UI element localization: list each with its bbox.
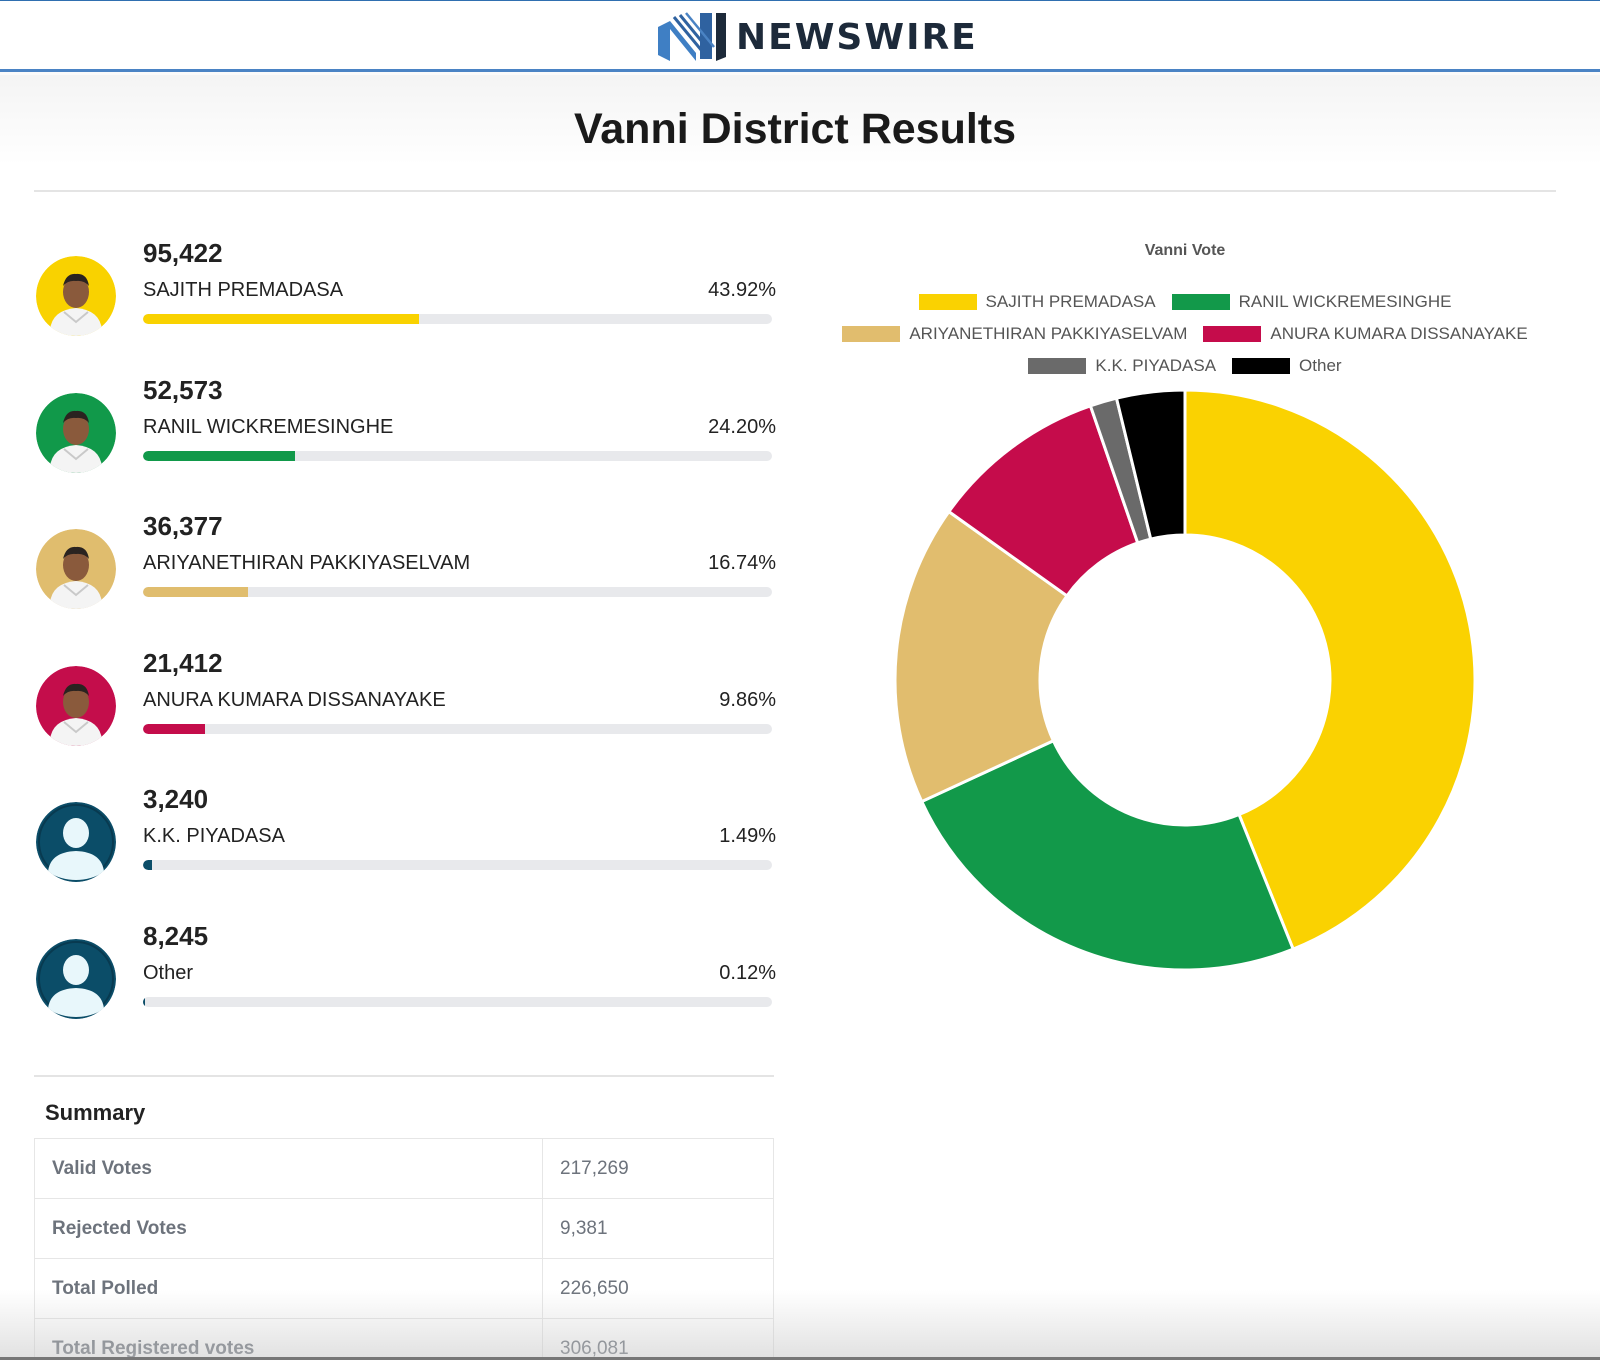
candidate-row: 8,245 Other 0.12% <box>36 921 776 1041</box>
window-bottom-edge <box>0 1357 1600 1360</box>
legend-label: SAJITH PREMADASA <box>985 292 1156 311</box>
legend-row: K.K. PIYADASA Other <box>800 350 1570 382</box>
donut-slice[interactable] <box>1114 388 1187 541</box>
candidate-avatar <box>36 529 116 609</box>
summary-row: Total Registered votes 306,081 <box>34 1318 774 1360</box>
summary-title: Summary <box>45 1100 146 1125</box>
candidate-row: 21,412 ANURA KUMARA DISSANAYAKE 9.86% <box>36 648 776 768</box>
legend-swatch <box>1028 358 1087 374</box>
legend-label: RANIL WICKREMESINGHE <box>1238 292 1452 311</box>
vote-share-bar <box>143 997 772 1007</box>
candidate-percentage: 16.74% <box>708 552 776 574</box>
candidate-name: SAJITH PREMADASA <box>143 279 344 301</box>
vote-share-bar <box>143 724 772 734</box>
user-placeholder-icon <box>36 939 116 1019</box>
legend-item[interactable]: ARIYANETHIRAN PAKKIYASELVAM <box>842 324 1187 344</box>
donut-chart <box>893 388 1477 972</box>
legend-row: SAJITH PREMADASA RANIL WICKREMESINGHE <box>800 286 1570 318</box>
vote-share-bar <box>143 587 772 597</box>
summary-label: Valid Votes <box>34 1138 543 1199</box>
candidate-row: 52,573 RANIL WICKREMESINGHE 24.20% <box>36 375 776 495</box>
candidate-percentage: 0.12% <box>719 962 776 984</box>
donut-slice[interactable] <box>1183 388 1477 952</box>
brand-name: NEWSWIRE <box>736 16 978 58</box>
vote-share-bar <box>143 451 772 461</box>
legend-item[interactable]: Other <box>1232 356 1342 376</box>
legend-label: ARIYANETHIRAN PAKKIYASELVAM <box>909 324 1188 343</box>
legend-item[interactable]: RANIL WICKREMESINGHE <box>1171 292 1452 312</box>
candidate-photo-icon <box>36 256 116 336</box>
candidate-votes: 52,573 <box>143 375 223 405</box>
candidate-percentage: 24.20% <box>708 416 776 438</box>
chart-legend: SAJITH PREMADASA RANIL WICKREMESINGHE ARI… <box>800 286 1570 382</box>
vote-share-fill <box>143 724 206 734</box>
legend-item[interactable]: ANURA KUMARA DISSANAYAKE <box>1203 324 1528 344</box>
candidate-percentage: 9.86% <box>719 689 776 711</box>
candidate-photo-icon <box>36 393 116 473</box>
vote-share-bar <box>143 860 772 870</box>
candidate-name: ARIYANETHIRAN PAKKIYASELVAM <box>143 552 471 574</box>
summary-value: 217,269 <box>542 1138 774 1199</box>
candidate-name: ANURA KUMARA DISSANAYAKE <box>143 689 446 711</box>
candidate-votes: 3,240 <box>143 784 209 814</box>
legend-item[interactable]: SAJITH PREMADASA <box>918 292 1156 312</box>
summary-label: Total Polled <box>34 1258 543 1319</box>
vote-share-fill <box>143 587 249 597</box>
candidate-avatar <box>36 802 116 882</box>
candidate-percentage: 1.49% <box>719 825 776 847</box>
candidate-avatar <box>36 393 116 473</box>
summary-table: Valid Votes 217,269 Rejected Votes 9,381 Tot… <box>34 1138 774 1360</box>
newswire-n-logo-icon <box>658 12 726 61</box>
candidate-percentage: 43.92% <box>708 279 776 301</box>
summary-row: Rejected Votes 9,381 <box>34 1198 774 1259</box>
summary-label: Rejected Votes <box>34 1198 543 1259</box>
legend-swatch <box>842 326 901 342</box>
summary-value: 306,081 <box>542 1318 774 1360</box>
legend-swatch <box>1232 358 1291 374</box>
legend-label: ANURA KUMARA DISSANAYAKE <box>1270 324 1528 343</box>
candidate-name: RANIL WICKREMESINGHE <box>143 416 394 438</box>
candidate-votes: 8,245 <box>143 921 209 951</box>
legend-swatch <box>1171 294 1230 310</box>
candidate-avatar <box>36 939 116 1019</box>
summary-divider <box>34 1075 774 1077</box>
summary-row: Total Polled 226,650 <box>34 1258 774 1319</box>
summary-value: 9,381 <box>542 1198 774 1259</box>
vote-share-fill <box>143 451 296 461</box>
candidate-name: K.K. PIYADASA <box>143 825 285 847</box>
legend-swatch <box>918 294 977 310</box>
top-header: NEWSWIRE <box>0 0 1600 72</box>
candidate-votes: 95,422 <box>143 238 223 268</box>
brand-logo[interactable]: NEWSWIRE <box>656 11 978 63</box>
candidate-row: 3,240 K.K. PIYADASA 1.49% <box>36 784 776 904</box>
legend-row: ARIYANETHIRAN PAKKIYASELVAM ANURA KUMARA … <box>800 318 1570 350</box>
title-divider <box>34 190 1556 192</box>
legend-swatch <box>1203 326 1262 342</box>
candidate-name: Other <box>143 962 194 984</box>
legend-item[interactable]: K.K. PIYADASA <box>1028 356 1216 376</box>
legend-label: K.K. PIYADASA <box>1095 356 1217 375</box>
vote-share-fill <box>143 997 145 1007</box>
candidate-row: 95,422 SAJITH PREMADASA 43.92% <box>36 238 776 358</box>
candidate-photo-icon <box>36 529 116 609</box>
candidate-votes: 36,377 <box>143 511 223 541</box>
candidate-avatar <box>36 256 116 336</box>
donut-slice[interactable] <box>893 509 1070 804</box>
candidate-avatar <box>36 666 116 746</box>
summary-label: Total Registered votes <box>34 1318 543 1360</box>
summary-row: Valid Votes 217,269 <box>34 1138 774 1199</box>
candidate-row: 36,377 ARIYANETHIRAN PAKKIYASELVAM 16.74% <box>36 511 776 631</box>
legend-label: Other <box>1299 356 1342 375</box>
vote-share-fill <box>143 314 420 324</box>
candidate-photo-icon <box>36 666 116 746</box>
vote-share-fill <box>143 860 153 870</box>
candidate-votes: 21,412 <box>143 648 223 678</box>
user-placeholder-icon <box>36 802 116 882</box>
summary-value: 226,650 <box>542 1258 774 1319</box>
vote-share-bar <box>143 314 772 324</box>
page-title: Vanni District Results <box>573 105 1017 153</box>
donut-slice[interactable] <box>919 738 1296 972</box>
chart-title: Vanni Vote <box>1144 242 1226 259</box>
